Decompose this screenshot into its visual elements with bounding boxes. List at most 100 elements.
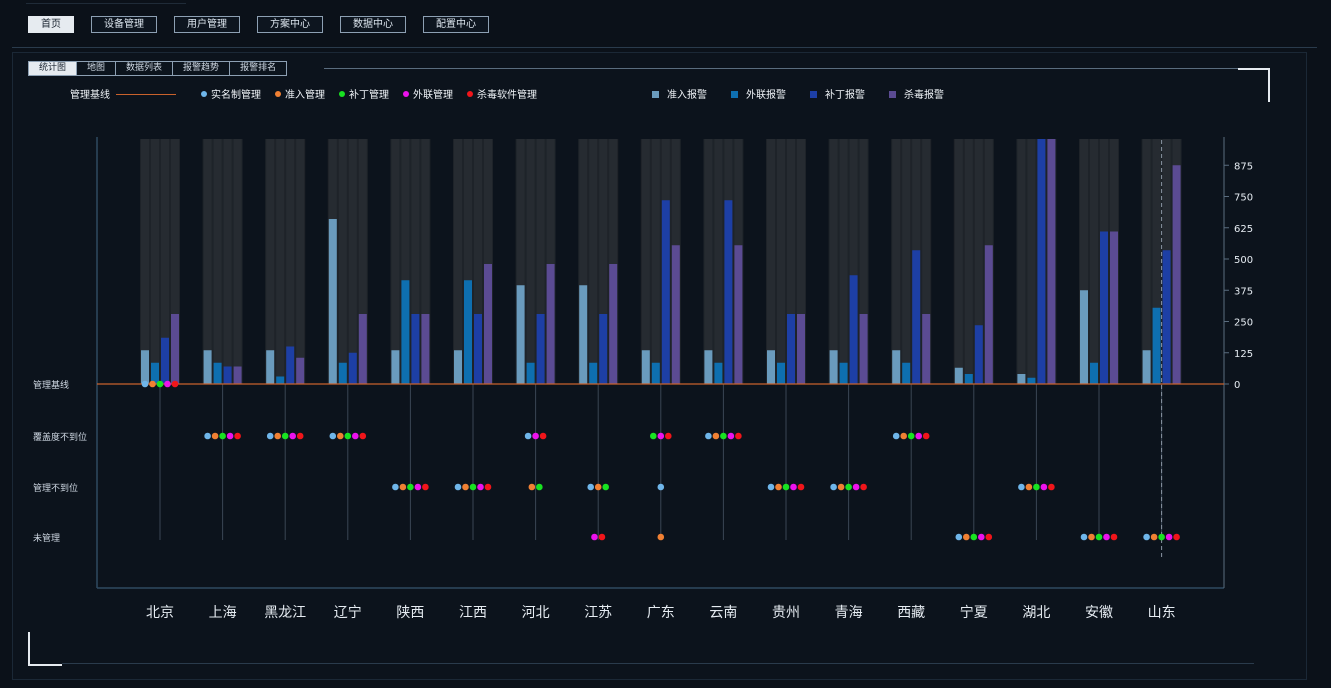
bar-补丁报警[interactable] <box>661 200 670 384</box>
status-dot[interactable] <box>1165 533 1173 541</box>
status-dot[interactable] <box>539 432 547 440</box>
nav-item-4[interactable]: 数据中心 <box>340 16 406 33</box>
bar-补丁报警[interactable] <box>849 275 858 384</box>
bar-补丁报警[interactable] <box>348 352 357 384</box>
bar-补丁报警[interactable] <box>1037 139 1046 384</box>
status-dot[interactable] <box>1158 533 1165 541</box>
status-dot[interactable] <box>171 380 179 388</box>
status-dot[interactable] <box>359 432 367 440</box>
bar-杀毒报警[interactable] <box>922 314 931 384</box>
bar-杀毒报警[interactable] <box>1172 165 1181 384</box>
bar-杀毒报警[interactable] <box>609 264 618 384</box>
bar-补丁报警[interactable] <box>599 314 608 384</box>
bar-准入报警[interactable] <box>641 350 650 384</box>
status-dot[interactable] <box>462 483 469 491</box>
bar-外联报警[interactable] <box>589 362 598 384</box>
bar-准入报警[interactable] <box>266 350 275 384</box>
status-dot[interactable] <box>219 432 226 440</box>
status-dot[interactable] <box>422 483 429 491</box>
bar-补丁报警[interactable] <box>286 346 295 385</box>
bar-补丁报警[interactable] <box>161 337 169 384</box>
status-dot[interactable] <box>414 483 422 491</box>
status-dot[interactable] <box>782 483 790 491</box>
status-dot[interactable] <box>830 483 837 491</box>
bar-补丁报警[interactable] <box>1100 231 1108 385</box>
bar-杀毒报警[interactable] <box>358 314 367 384</box>
bar-外联报警[interactable] <box>1152 307 1161 384</box>
status-dot[interactable] <box>985 533 993 541</box>
status-dot[interactable] <box>1040 483 1048 491</box>
legend-bar-item-0[interactable]: 准入报警 <box>652 90 707 101</box>
bar-准入报警[interactable] <box>1142 350 1151 384</box>
status-dot[interactable] <box>915 432 922 440</box>
bar-杀毒报警[interactable] <box>484 264 492 384</box>
status-dot[interactable] <box>922 432 930 440</box>
tab-3[interactable]: 报警趋势 <box>172 61 231 76</box>
status-dot[interactable] <box>790 483 797 491</box>
status-dot[interactable] <box>211 432 219 440</box>
status-dot[interactable] <box>767 483 775 491</box>
status-dot[interactable] <box>281 432 289 440</box>
status-dot[interactable] <box>337 432 344 440</box>
status-dot[interactable] <box>845 483 852 491</box>
status-dot[interactable] <box>705 432 712 440</box>
nav-item-5[interactable]: 配置中心 <box>423 16 489 33</box>
bar-杀毒报警[interactable] <box>671 245 680 384</box>
nav-item-0[interactable]: 首页 <box>28 16 74 33</box>
status-dot[interactable] <box>591 533 598 541</box>
status-dot[interactable] <box>735 432 742 440</box>
status-dot[interactable] <box>1143 533 1150 541</box>
status-dot[interactable] <box>528 483 536 491</box>
status-dot[interactable] <box>852 483 860 491</box>
legend-dot-item-0[interactable]: 实名制管理 <box>201 90 261 101</box>
bar-准入报警[interactable] <box>704 350 713 384</box>
bar-杀毒报警[interactable] <box>296 357 305 384</box>
status-dot[interactable] <box>587 483 594 491</box>
bar-杀毒报警[interactable] <box>1110 231 1118 385</box>
status-dot[interactable] <box>665 432 672 440</box>
bar-外联报警[interactable] <box>151 362 159 384</box>
bar-外联报警[interactable] <box>651 362 660 384</box>
status-dot[interactable] <box>900 432 907 440</box>
bar-外联报警[interactable] <box>902 362 911 384</box>
bar-外联报警[interactable] <box>276 376 285 385</box>
status-dot[interactable] <box>289 432 297 440</box>
bar-补丁报警[interactable] <box>536 314 545 384</box>
status-dot[interactable] <box>602 483 609 491</box>
status-dot[interactable] <box>399 483 407 491</box>
status-dot[interactable] <box>1025 483 1033 491</box>
bar-杀毒报警[interactable] <box>797 314 805 384</box>
status-dot[interactable] <box>484 483 492 491</box>
bar-补丁报警[interactable] <box>223 366 232 385</box>
status-dot[interactable] <box>156 380 164 388</box>
status-dot[interactable] <box>1110 533 1118 541</box>
status-dot[interactable] <box>727 432 735 440</box>
bar-准入报警[interactable] <box>1017 374 1026 384</box>
status-dot[interactable] <box>164 380 171 388</box>
bar-杀毒报警[interactable] <box>171 314 179 384</box>
status-dot[interactable] <box>524 432 532 440</box>
bar-准入报警[interactable] <box>203 350 212 384</box>
legend-dot-item-4[interactable]: 杀毒软件管理 <box>467 90 537 101</box>
bar-补丁报警[interactable] <box>912 250 921 384</box>
bar-外联报警[interactable] <box>338 362 347 384</box>
bar-准入报警[interactable] <box>579 285 588 384</box>
bar-补丁报警[interactable] <box>787 314 795 384</box>
status-dot[interactable] <box>454 483 462 491</box>
status-dot[interactable] <box>352 432 359 440</box>
bar-杀毒报警[interactable] <box>984 245 993 384</box>
status-dot[interactable] <box>532 432 539 440</box>
status-dot[interactable] <box>329 432 337 440</box>
tab-4[interactable]: 报警排名 <box>229 61 288 76</box>
status-dot[interactable] <box>970 533 978 541</box>
status-dot[interactable] <box>407 483 414 491</box>
status-dot[interactable] <box>797 483 805 491</box>
status-dot[interactable] <box>860 483 867 491</box>
bar-准入报警[interactable] <box>454 350 462 384</box>
status-dot[interactable] <box>720 432 727 440</box>
bar-外联报警[interactable] <box>714 362 723 384</box>
legend-bar-item-3[interactable]: 杀毒报警 <box>889 90 944 101</box>
status-dot[interactable] <box>1033 483 1040 491</box>
status-dot[interactable] <box>837 483 845 491</box>
bar-外联报警[interactable] <box>1027 377 1036 384</box>
